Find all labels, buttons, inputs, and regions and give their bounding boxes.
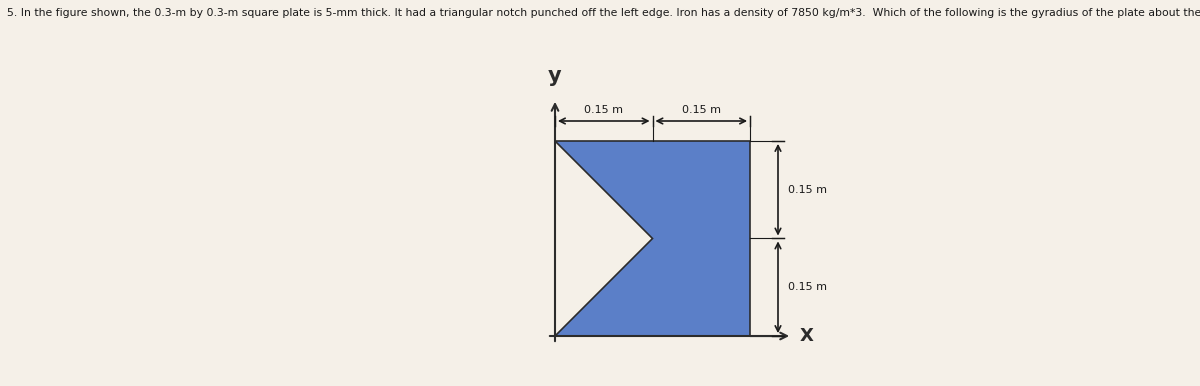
Text: X: X (800, 327, 814, 345)
Text: 5. In the figure shown, the 0.3-m by 0.3-m square plate is 5-mm thick. It had a : 5. In the figure shown, the 0.3-m by 0.3… (7, 8, 1200, 18)
Text: 0.15 m: 0.15 m (584, 105, 623, 115)
Text: 0.15 m: 0.15 m (788, 282, 827, 292)
Polygon shape (554, 141, 750, 336)
Text: 0.15 m: 0.15 m (682, 105, 721, 115)
Text: 0.15 m: 0.15 m (788, 185, 827, 195)
Text: y: y (548, 66, 562, 86)
